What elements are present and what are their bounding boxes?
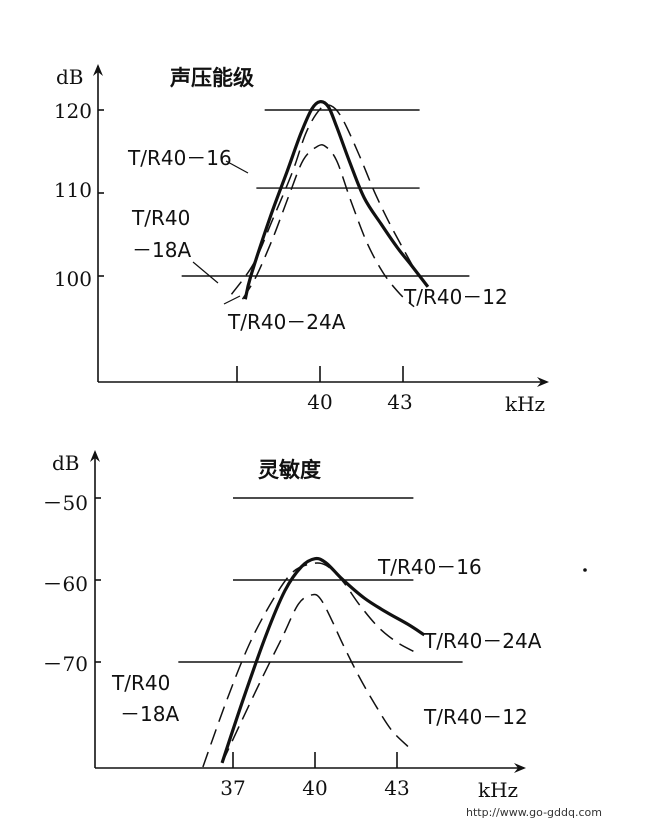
series-label-tr40-18a-line2: －18A: [120, 702, 179, 726]
series-lines: [230, 100, 430, 308]
chart-sound-pressure: dB 声压能级 kHz 120 110 100 40 43 T/R40－16 T…: [54, 64, 549, 416]
series-lines: [202, 556, 426, 768]
series-line-t-r40-12: [221, 593, 409, 764]
x-tick-label: 43: [384, 776, 409, 800]
series-line-t-r40-24a: [241, 144, 415, 308]
series-label-tr40-18a-line1: T/R40: [111, 671, 170, 695]
leader-line: [225, 160, 249, 174]
x-axis-unit: kHz: [478, 778, 518, 802]
series-line-t-r40-16: [243, 100, 430, 300]
ticks: [98, 109, 404, 382]
series-line-t-r40-18a: [202, 562, 414, 768]
chart-sensitivity: dB 灵敏度 kHz －50 －60 －70 37 40 43 T/R40－16…: [43, 450, 542, 802]
x-tick-label: 40: [302, 776, 327, 800]
watermark-url: http://www.go-gddq.com: [466, 806, 602, 819]
series-label-tr40-16: T/R40－16: [127, 146, 232, 170]
series-label-tr40-12: T/R40－12: [403, 285, 508, 309]
y-axis-unit: dB: [56, 65, 84, 89]
y-axis-unit: dB: [52, 451, 80, 475]
chart-title: 声压能级: [169, 66, 254, 90]
leader-line: [223, 295, 241, 305]
series-label-tr40-18a-line2: －18A: [132, 238, 191, 262]
ticks: [95, 497, 398, 768]
y-tick-label: －70: [43, 652, 88, 676]
y-tick-label: 100: [54, 267, 92, 291]
series-label-tr40-16: T/R40－16: [377, 555, 482, 579]
x-tick-label: 37: [220, 776, 245, 800]
series-label-tr40-18a-line1: T/R40: [131, 206, 190, 230]
speck-dot: [583, 568, 587, 572]
series-line-t-r40-16: [220, 556, 426, 764]
x-axis-unit: kHz: [505, 392, 545, 416]
series-label-tr40-24a: T/R40－24A: [423, 629, 542, 653]
y-tick-label: －60: [43, 572, 88, 596]
series-label-tr40-12: T/R40－12: [423, 705, 528, 729]
chart-title: 灵敏度: [258, 458, 321, 482]
gridlines: [178, 497, 463, 663]
y-tick-label: 120: [54, 99, 92, 123]
series-label-tr40-24a: T/R40－24A: [227, 310, 346, 334]
series-line-t-r40-18a: [230, 104, 415, 295]
leader-line: [192, 261, 219, 284]
x-tick-label: 43: [387, 390, 412, 414]
x-tick-label: 40: [307, 390, 332, 414]
y-tick-label: 110: [54, 178, 92, 202]
y-tick-label: －50: [43, 491, 88, 515]
gridlines: [181, 109, 470, 277]
